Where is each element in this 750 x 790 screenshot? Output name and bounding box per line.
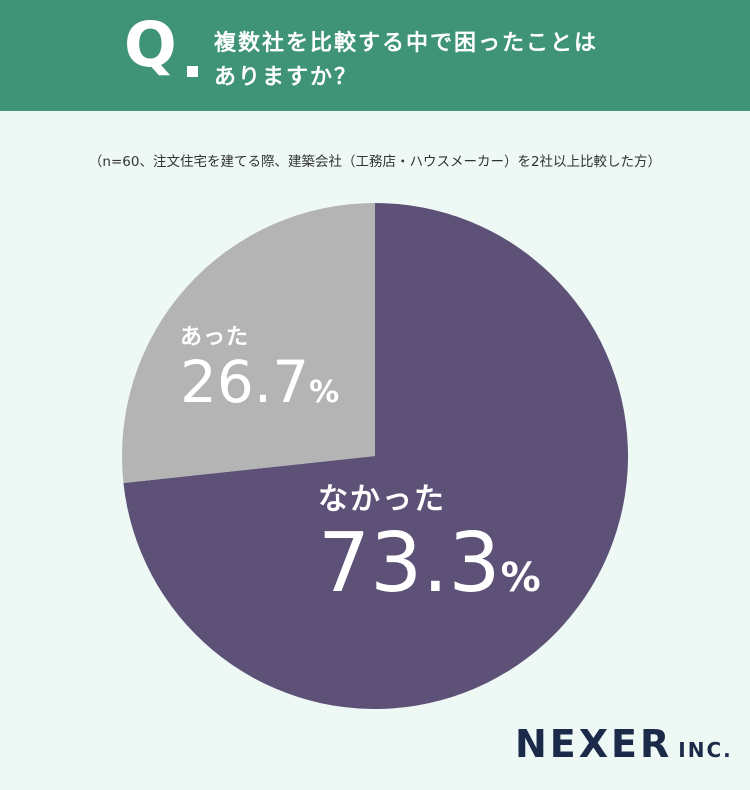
q-dot: [187, 66, 198, 77]
q-mark: Q: [124, 8, 177, 81]
slice-label-atta: あった 26.7%: [180, 325, 339, 412]
logo-sub-text: INC.: [678, 738, 733, 762]
sample-note: （n=60、注文住宅を建てる際、建築会社（工務店・ハウスメーカー）を2社以上比較…: [88, 154, 662, 170]
slice-label-nakatta: なかった 73.3%: [318, 485, 541, 605]
slice-unit-atta: %: [309, 375, 340, 410]
slice-value-nakatta: 73.3: [318, 516, 501, 611]
slice-value-atta-group: 26.7%: [180, 353, 339, 411]
nexer-logo: NEXER INC.: [515, 722, 733, 766]
question-line-1: 複数社を比較する中で困ったことは: [214, 31, 599, 56]
slice-value-atta: 26.7: [180, 348, 310, 416]
slice-value-nakatta-group: 73.3%: [318, 523, 541, 605]
slice-category-atta: あった: [180, 325, 250, 350]
slice-unit-nakatta: %: [500, 555, 541, 601]
logo-main-text: NEXER: [515, 722, 673, 766]
pie-slice-0: [123, 203, 628, 709]
question-line-2: ありますか？: [214, 65, 359, 90]
slice-category-nakatta: なかった: [318, 482, 446, 517]
question-text: 複数社を比較する中で困ったことは ありますか？: [214, 27, 734, 95]
question-header: Q 複数社を比較する中で困ったことは ありますか？: [0, 0, 750, 111]
pie-slice-1: [121, 203, 375, 483]
